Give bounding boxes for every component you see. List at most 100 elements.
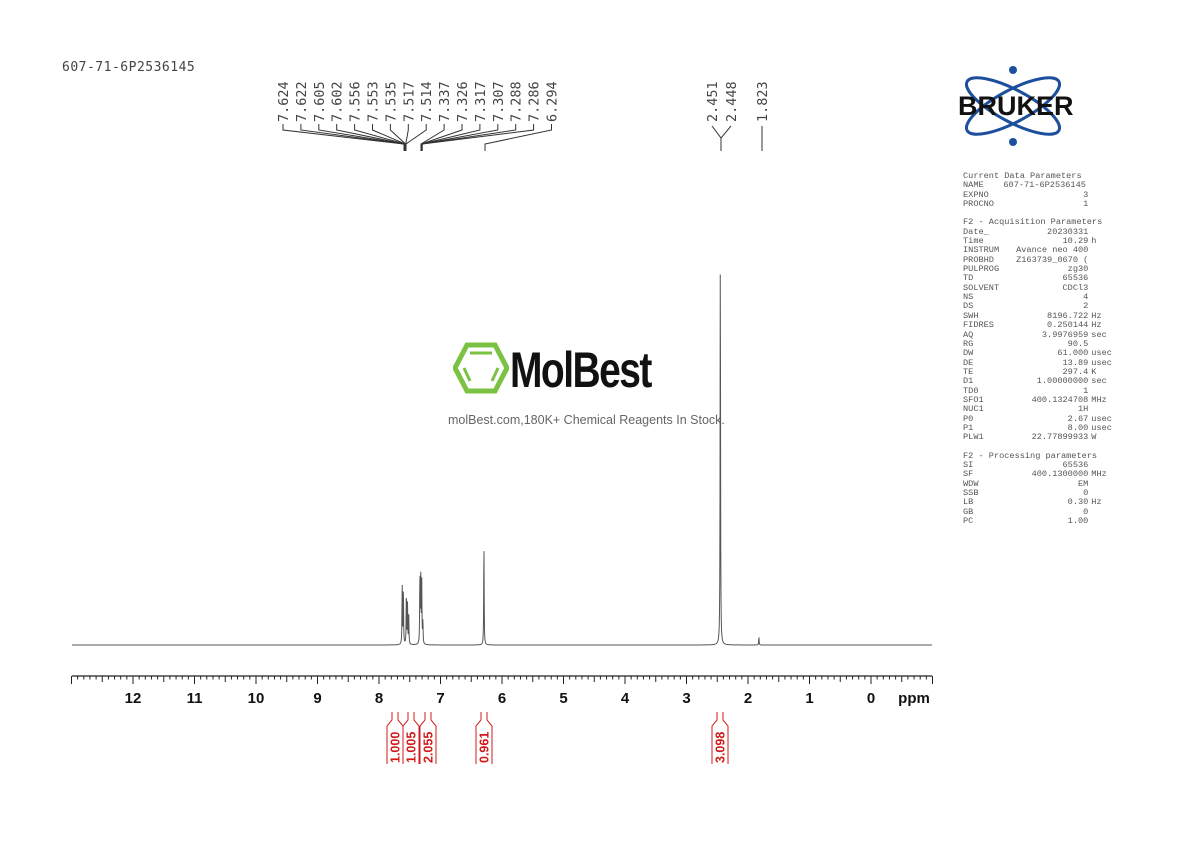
x-tick-label: 8 (375, 690, 383, 707)
molbest-hexagon-icon (453, 342, 509, 394)
param-key: EXPNO (963, 189, 989, 200)
param-section-title: F2 - Processing parameters (963, 450, 1098, 461)
param-unit (1088, 480, 1113, 489)
param-key: PLW1 (963, 432, 984, 443)
param-row: NAME 607-71-6P2536145 (963, 180, 1113, 191)
x-tick-label: 2 (744, 690, 752, 707)
peak-label-leader (405, 124, 409, 151)
param-key: P0 (963, 413, 974, 424)
param-row: PLW1 22.77899933 W (963, 432, 1113, 443)
param-unit (1088, 508, 1113, 517)
param-row: WDW EM (963, 479, 1113, 489)
integral-bracket (386, 712, 404, 764)
peak-label-leader (711, 125, 722, 151)
param-row: EXPNO 3 (963, 189, 1113, 200)
param-unit: usec (1091, 357, 1112, 368)
param-unit: sec (1091, 329, 1107, 340)
parameters-panel: Current Data Parameters NAME 607-71-6P2536… (963, 171, 1113, 526)
peak-label-leader (720, 125, 732, 151)
param-row: TE 297.4 K (963, 366, 1113, 377)
param-key: P1 (963, 422, 974, 433)
param-row: PULPROG zg30 (963, 264, 1113, 275)
param-value: 65536 (1062, 273, 1089, 284)
peak-label: 6.294 (545, 81, 561, 122)
param-value: zg30 (1067, 264, 1089, 275)
param-value: 3.9976959 (1041, 329, 1089, 340)
param-key: DS (963, 301, 974, 312)
param-unit (1088, 274, 1113, 283)
param-key: SWH (963, 310, 979, 321)
param-key: PULPROG (963, 264, 1000, 275)
param-unit: usec (1091, 413, 1112, 424)
peak-label: 2.448 (724, 81, 740, 122)
param-value: Avance neo 400 (1016, 245, 1089, 256)
param-unit: h (1091, 236, 1097, 247)
param-unit: Hz (1091, 320, 1102, 331)
peak-label: 7.337 (437, 81, 453, 122)
param-unit: MHz (1091, 394, 1107, 405)
integral-value: 1.005 (405, 732, 419, 763)
param-row: GB 0 (963, 506, 1113, 517)
param-value: CDCl3 (1062, 282, 1089, 293)
param-value: 13.89 (1062, 357, 1089, 368)
peak-label-leader (484, 124, 552, 151)
param-row: DW 61.000 usec (963, 348, 1113, 359)
x-tick-label: 11 (187, 690, 203, 707)
x-tick-label: 9 (313, 690, 321, 707)
param-value: 297.4 (1062, 366, 1089, 377)
peak-label: 7.605 (312, 81, 328, 122)
param-row: Time 10.29 h (963, 236, 1113, 247)
param-value: 61.000 (1057, 348, 1089, 359)
peak-label-leader (420, 124, 445, 151)
param-key: GB (963, 506, 974, 517)
param-row: RG 90.5 (963, 339, 1113, 349)
param-value: 1 (1083, 385, 1089, 396)
param-unit: usec (1091, 348, 1112, 359)
param-key: NAME (963, 180, 984, 191)
integral-bracket (419, 712, 437, 764)
param-key: TD (963, 273, 974, 284)
param-row: SSB 0 (963, 488, 1113, 498)
param-row: PROCNO 1 (963, 199, 1113, 209)
param-key: SSB (963, 488, 979, 498)
param-row: Date_ 20230331 (963, 227, 1113, 237)
param-value: 400.1324708 (1031, 394, 1089, 405)
x-axis-label: ppm (898, 690, 930, 707)
peak-label: 7.624 (276, 81, 292, 122)
param-value: 0 (1083, 488, 1089, 498)
param-row: TD0 1 (963, 385, 1113, 396)
param-value: 65536 (1062, 459, 1089, 470)
peak-label-leader (421, 124, 517, 151)
param-unit (1088, 517, 1113, 526)
param-row: P0 2.67 usec (963, 413, 1113, 424)
peak-label: 7.326 (455, 81, 471, 122)
peak-label-leader (372, 124, 406, 151)
param-value: 1H (1077, 404, 1089, 415)
x-tick-label: 5 (559, 690, 567, 707)
param-unit (1088, 200, 1113, 209)
param-row: PC 1.00 (963, 516, 1113, 526)
param-key: D1 (963, 376, 974, 387)
param-value: 22.77899933 (1031, 432, 1089, 443)
param-row: D1 1.00000000 sec (963, 376, 1113, 387)
param-row: DE 13.89 usec (963, 357, 1113, 368)
peak-label: 7.535 (383, 81, 399, 122)
bruker-logo: BRUKER (958, 66, 1074, 146)
param-key: SFO1 (963, 394, 984, 405)
param-unit: Hz (1091, 310, 1102, 321)
param-value: 0.250144 (1047, 320, 1089, 331)
param-key: TD0 (963, 385, 979, 396)
integral-bracket (402, 712, 420, 764)
peak-label: 7.517 (401, 81, 417, 122)
param-key: FIDRES (963, 320, 994, 331)
x-tick-label: 12 (125, 690, 142, 707)
param-unit: sec (1091, 376, 1107, 387)
peak-label: 7.286 (527, 81, 543, 122)
peak-label: 7.553 (366, 81, 382, 122)
peak-label-leader (300, 124, 405, 151)
param-key: NUC1 (963, 404, 984, 415)
spectrum-line (72, 274, 932, 646)
param-value: 4 (1083, 292, 1089, 303)
param-key: DE (963, 357, 974, 368)
